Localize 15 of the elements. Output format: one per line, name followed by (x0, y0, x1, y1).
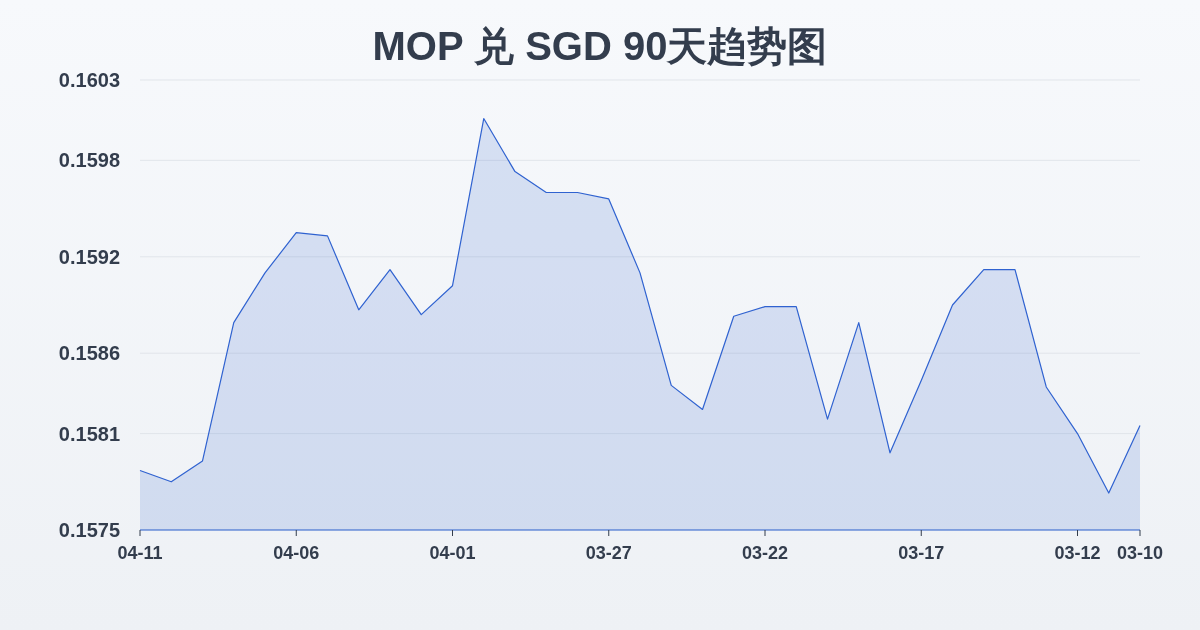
y-tick-label: 0.1575 (58, 519, 120, 541)
x-tick-label: 03-17 (898, 543, 945, 563)
x-tick-label: 04-11 (117, 543, 163, 563)
y-tick-label: 0.1581 (58, 422, 120, 445)
x-tick-label: 03-12 (1054, 543, 1101, 563)
y-tick-label: 0.1603 (58, 69, 120, 91)
x-tick-label: 03-27 (585, 543, 632, 563)
y-tick-label: 0.1586 (58, 342, 120, 365)
x-tick-label: 04-01 (429, 543, 476, 563)
x-tick-label: 03-10 (1116, 543, 1164, 563)
chart-title: MOP 兑 SGD 90天趋势图 (372, 24, 828, 68)
x-tick-label: 04-06 (273, 543, 320, 563)
y-tick-label: 0.1598 (58, 149, 120, 172)
x-tick-label: 03-22 (741, 543, 789, 563)
y-tick-label: 0.1592 (58, 245, 120, 268)
